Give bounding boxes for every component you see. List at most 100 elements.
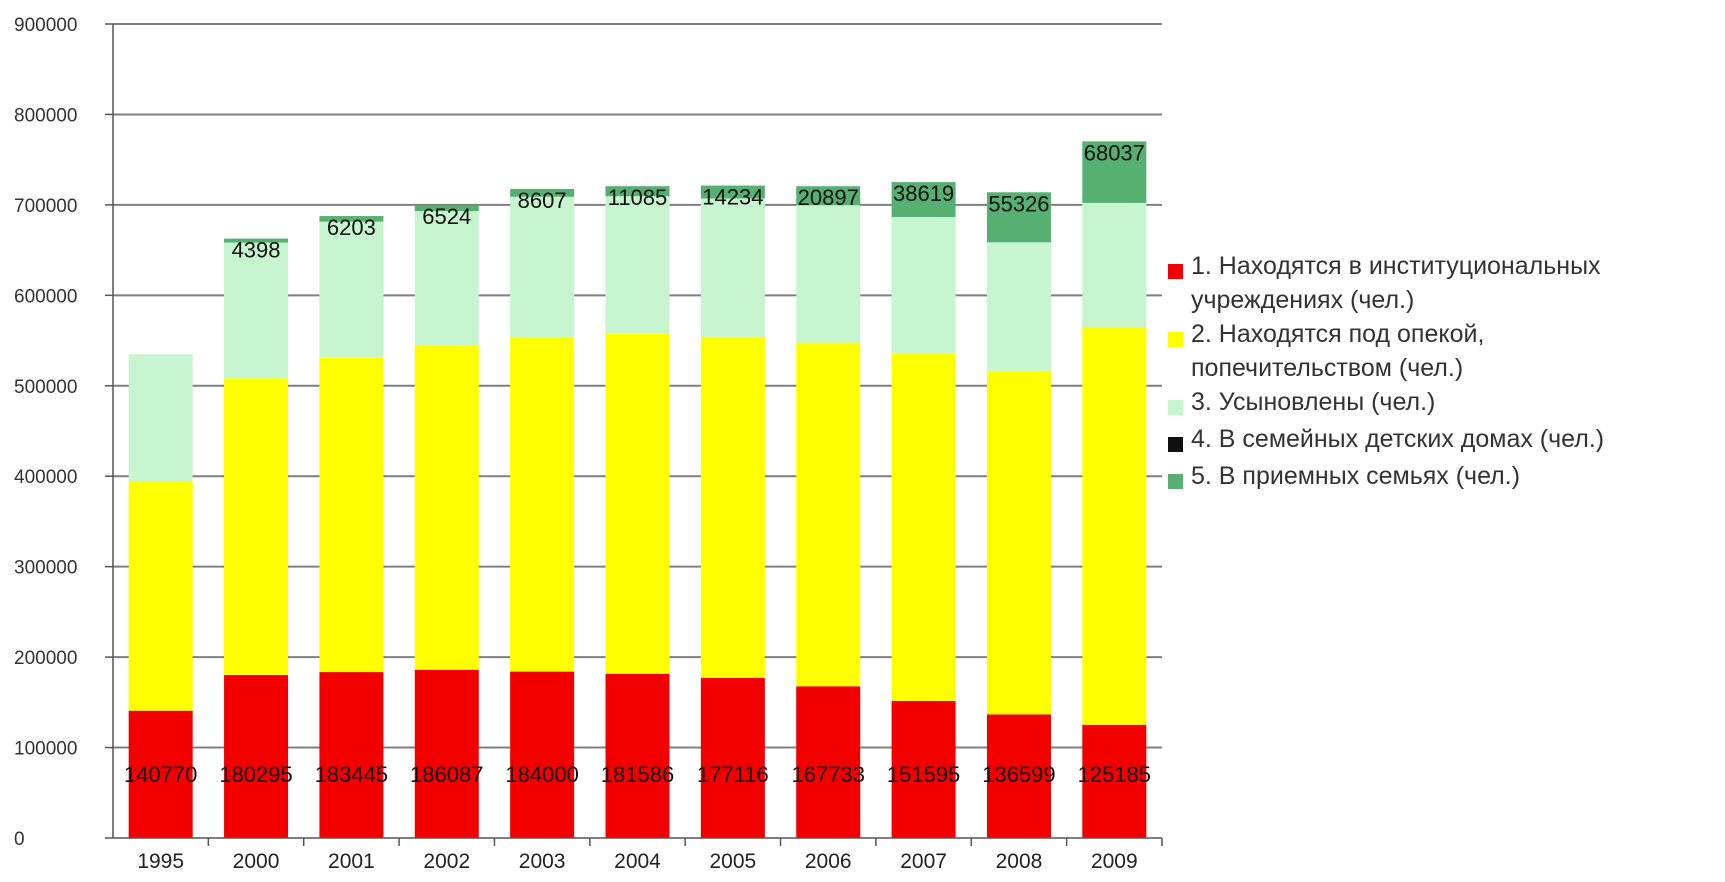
bar-segment bbox=[605, 186, 670, 197]
y-tick-label: 900000 bbox=[14, 15, 77, 36]
bar-segment bbox=[700, 198, 765, 337]
bar-segment bbox=[224, 238, 289, 243]
bar-segment bbox=[319, 357, 384, 673]
y-tick-label: 100000 bbox=[14, 739, 77, 760]
bar-segment bbox=[319, 221, 384, 358]
x-tick-label: 2007 bbox=[900, 850, 947, 873]
legend: 1. Находятся в институциональных учрежден… bbox=[1168, 252, 1604, 490]
bar-segment bbox=[414, 345, 479, 670]
bar-segment bbox=[414, 669, 479, 838]
x-tick-label: 2006 bbox=[805, 850, 852, 873]
bars bbox=[128, 141, 1147, 838]
bar-segment bbox=[605, 333, 670, 674]
y-tick-label: 200000 bbox=[14, 648, 77, 669]
data-label: 181586 bbox=[601, 762, 674, 787]
legend-entry-text: 3. Усыновлены (чел.) bbox=[1191, 388, 1435, 416]
bar-segment bbox=[891, 182, 956, 218]
bar-segment bbox=[700, 677, 765, 838]
bar-segment bbox=[605, 673, 670, 838]
bar-segment bbox=[319, 216, 384, 222]
x-tick-label: 2000 bbox=[233, 850, 280, 873]
legend-entry-text: попечительством (чел.) bbox=[1191, 354, 1463, 382]
data-label: 11085 bbox=[608, 185, 668, 210]
data-label: 177116 bbox=[697, 762, 769, 787]
y-tick-label: 300000 bbox=[14, 558, 77, 579]
bar-segment bbox=[414, 205, 479, 212]
bar-segment bbox=[700, 336, 765, 678]
legend-entry-text: 4. В семейных детских домах (чел.) bbox=[1191, 425, 1604, 453]
bar-segment bbox=[1082, 724, 1147, 838]
data-label: 125185 bbox=[1078, 762, 1151, 787]
x-tick-label: 2003 bbox=[519, 850, 566, 873]
y-tick-label: 0 bbox=[14, 829, 25, 850]
legend-swatch bbox=[1168, 332, 1183, 347]
y-tick-label: 700000 bbox=[14, 196, 77, 217]
data-label: 55326 bbox=[988, 191, 1049, 216]
bar-segment bbox=[128, 480, 193, 711]
x-tick-label: 2001 bbox=[328, 850, 375, 873]
bar-segment bbox=[891, 700, 956, 838]
data-label: 6203 bbox=[327, 215, 376, 240]
data-label: 14234 bbox=[702, 185, 763, 210]
data-label: 6524 bbox=[422, 204, 471, 229]
x-tick-label: 2004 bbox=[614, 850, 661, 873]
data-label: 140770 bbox=[124, 762, 197, 787]
bar-segment bbox=[796, 186, 861, 206]
y-tick-label: 400000 bbox=[14, 467, 77, 488]
legend-entry-text: 5. В приемных семьях (чел.) bbox=[1191, 462, 1520, 490]
legend-entry-text: 2. Находятся под опекой, bbox=[1191, 320, 1484, 348]
bar-segment bbox=[986, 370, 1051, 715]
data-label: 180295 bbox=[219, 762, 292, 787]
x-tick-label: 2002 bbox=[423, 850, 470, 873]
data-label: 8607 bbox=[518, 188, 567, 213]
legend-entry-text: 1. Находятся в институциональных bbox=[1191, 252, 1601, 280]
legend-swatch bbox=[1168, 264, 1183, 279]
bar-segment bbox=[986, 714, 1051, 838]
bar-segment bbox=[986, 242, 1051, 371]
bar-segment bbox=[510, 196, 575, 337]
bar-segment bbox=[700, 185, 765, 199]
bar-segment bbox=[796, 205, 861, 343]
bar-segment bbox=[796, 342, 861, 687]
y-tick-label: 500000 bbox=[14, 377, 77, 398]
bar-segment bbox=[510, 336, 575, 672]
bar-segment bbox=[1082, 202, 1147, 327]
bar-segment bbox=[224, 378, 289, 675]
bar-segment bbox=[510, 671, 575, 838]
data-label: 183445 bbox=[315, 762, 388, 787]
bar-segment bbox=[605, 196, 670, 334]
x-tick-label: 2008 bbox=[996, 850, 1043, 873]
y-tick-label: 600000 bbox=[14, 286, 77, 307]
legend-swatch bbox=[1168, 400, 1183, 415]
bar-segment bbox=[224, 674, 289, 838]
bar-segment bbox=[891, 217, 956, 354]
bar-segment bbox=[1082, 141, 1147, 203]
legend-entry-text: учреждениях (чел.) bbox=[1191, 286, 1414, 314]
bar-segment bbox=[414, 211, 479, 346]
data-label: 68037 bbox=[1084, 140, 1145, 165]
x-tick-label: 2005 bbox=[710, 850, 757, 873]
data-labels: 140770 180295 4398 183445 6203 186087 6524 1840… bbox=[124, 140, 1151, 787]
legend-swatch bbox=[1168, 474, 1183, 489]
data-label: 151595 bbox=[887, 762, 960, 787]
bar-segment bbox=[510, 188, 575, 197]
data-label: 38619 bbox=[893, 181, 954, 206]
bar-segment bbox=[319, 672, 384, 838]
x-tick-label: 2009 bbox=[1091, 850, 1138, 873]
x-tick-label: 1995 bbox=[137, 850, 184, 873]
bar-segment bbox=[1082, 326, 1147, 725]
bar-segment bbox=[128, 354, 193, 481]
bar-segment bbox=[128, 710, 193, 838]
data-label: 186087 bbox=[410, 762, 483, 787]
axes: 0 100000 200000 300000 400000 500000 600000 700… bbox=[14, 15, 1163, 873]
bar-segment bbox=[891, 353, 956, 701]
bar-segment bbox=[224, 242, 289, 379]
y-tick-label: 800000 bbox=[14, 105, 77, 126]
data-label: 4398 bbox=[232, 238, 281, 263]
legend-swatch bbox=[1168, 437, 1183, 452]
data-label: 167733 bbox=[792, 762, 865, 787]
data-label: 20897 bbox=[798, 185, 859, 210]
data-label: 136599 bbox=[982, 762, 1055, 787]
